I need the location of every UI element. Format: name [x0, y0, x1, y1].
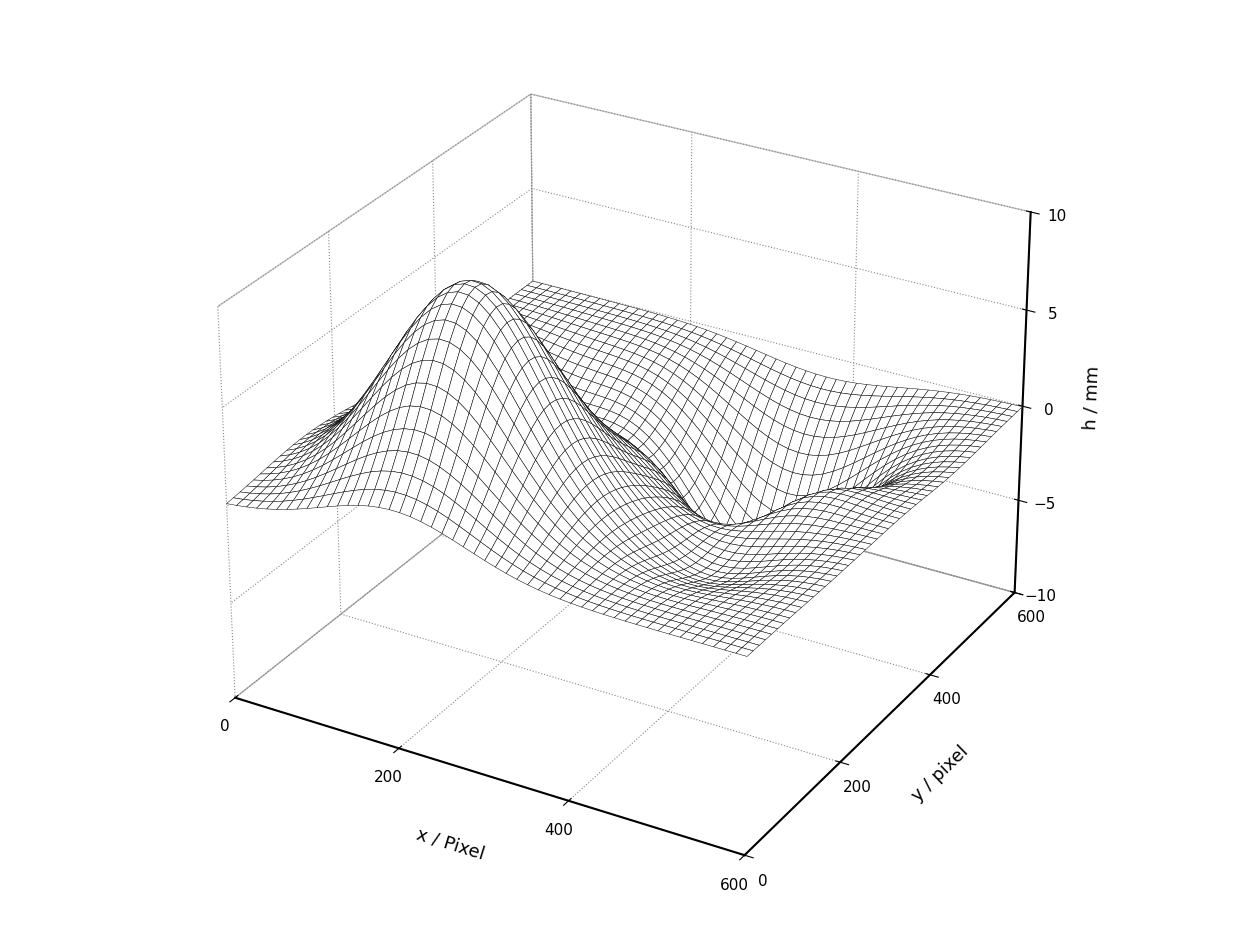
X-axis label: x / Pixel: x / Pixel [414, 825, 486, 863]
Y-axis label: y / pixel: y / pixel [908, 742, 972, 805]
